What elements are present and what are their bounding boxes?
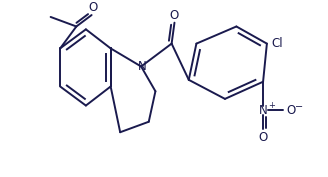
Text: −: − [295,101,303,112]
Text: N: N [259,104,267,117]
Text: Cl: Cl [272,37,283,50]
Text: O: O [169,9,178,22]
Text: N: N [138,60,147,73]
Text: O: O [286,104,295,117]
Text: O: O [258,131,268,144]
Text: O: O [88,1,97,14]
Text: +: + [268,101,275,110]
